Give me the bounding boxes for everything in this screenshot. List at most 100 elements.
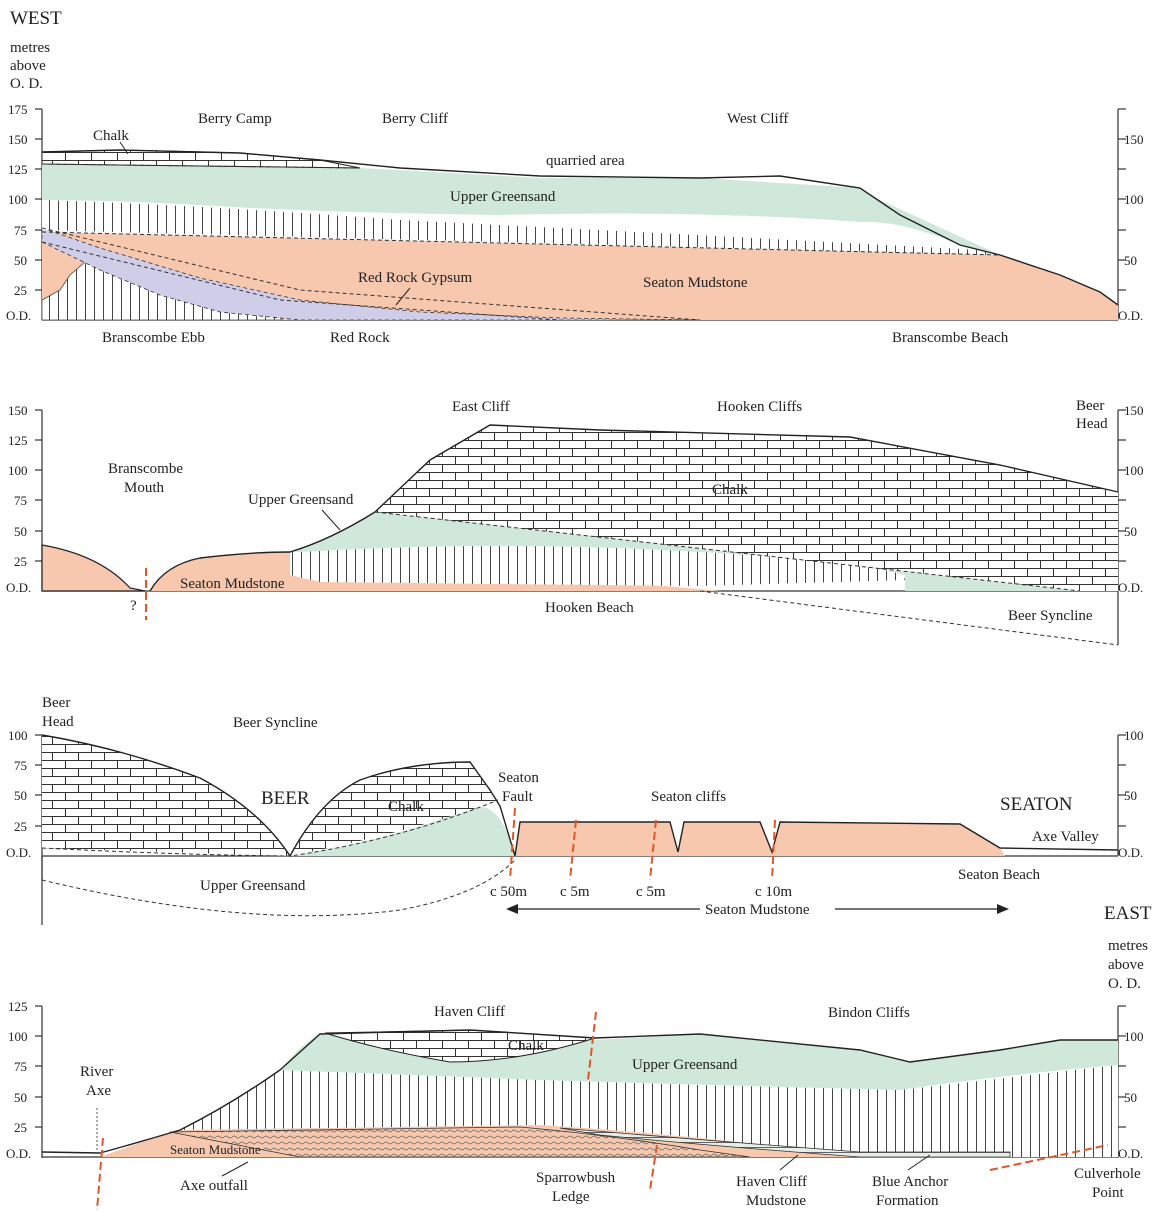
p4-rtick-50: 50: [1124, 1090, 1137, 1105]
p2-branscombe-mouth-2: Mouth: [124, 480, 165, 496]
p3-seaton-fault: [509, 807, 516, 881]
panel1-right-ticks: 150 100 50 O.D.: [1118, 108, 1144, 323]
p3-rtick-50: 50: [1124, 788, 1137, 803]
p2-tick-25: 25: [14, 554, 27, 569]
p4-sparrowbush-1: Sparrowbush: [536, 1170, 616, 1186]
p4-tick-125: 125: [8, 999, 28, 1014]
p4-rtick-od: O.D.: [1118, 1146, 1143, 1161]
p1-gypsum-pointer: [395, 287, 411, 306]
p3-beer-head-2: Head: [42, 714, 74, 730]
p3-chalk-east: [290, 762, 498, 856]
p4-unit-2: above: [1108, 957, 1144, 973]
p1-gypsum-top: [41, 227, 701, 321]
p1-tick-od: O.D.: [6, 308, 31, 323]
p1-chalk-pointer: [119, 141, 129, 155]
p1-red-rock-gypsum-label: Red Rock Gypsum: [358, 270, 472, 286]
panel-2: 150 125 100 75 50 25 O.D. 150 100 50 O.D…: [6, 398, 1144, 646]
p3-seaton-mudstone: Seaton Mudstone: [705, 902, 810, 918]
p4-axe-outfall: Axe outfall: [180, 1178, 248, 1194]
p4-haven-cliff: Haven Cliff: [434, 1004, 505, 1020]
p4-greensand-lower: [180, 1065, 1118, 1157]
p1-west-cliff: West Cliff: [727, 111, 788, 127]
p3-axe-valley: Axe Valley: [1032, 829, 1099, 845]
p4-tick-50: 50: [14, 1090, 27, 1105]
p4-haven-cliff-mudstone: [169, 1126, 751, 1158]
p1-tick-150: 150: [8, 132, 28, 147]
panel-1: 175 150 125 100 75 50 25 O.D. 150 100 50…: [6, 102, 1144, 346]
panel4-left-ticks: 125 100 75 50 25 O.D.: [6, 999, 42, 1161]
axis-unit-line3: O. D.: [10, 76, 43, 92]
p4-culverhole-2: Point: [1092, 1185, 1125, 1201]
p2-tick-75: 75: [14, 493, 27, 508]
p3-beer-head-1: Beer: [42, 695, 70, 711]
panel3-right-ticks: 100 50 O.D.: [1118, 728, 1144, 860]
p2-chalk-base: [374, 511, 1081, 592]
p1-rtick-150: 150: [1124, 132, 1144, 147]
p3-chalk-label: Chalk: [388, 799, 424, 815]
axis-unit-line2: above: [10, 58, 46, 74]
p2-upper-greensand-label: Upper Greensand: [248, 492, 354, 508]
p1-upper-greensand: [42, 162, 1000, 255]
p3-seaton-fault-2: Fault: [502, 789, 534, 805]
p2-chalk: [375, 425, 1118, 591]
p2-beer-head-2: Head: [1076, 416, 1108, 432]
p4-blue-anchor-formation: [559, 1127, 1011, 1158]
p3-upper-greensand: Upper Greensand: [200, 878, 306, 894]
p4-fault-culverhole: [989, 1144, 1109, 1171]
p3-greensand-wedge: [290, 806, 515, 856]
p4-unit-3: O. D.: [1108, 976, 1141, 992]
p4-haven-mudstone-1: Haven Cliff: [736, 1174, 807, 1190]
p4-blue-anchor-pointer: [907, 1154, 931, 1171]
p2-hooken-cliffs: Hooken Cliffs: [717, 399, 802, 415]
p3-beer: BEER: [261, 788, 310, 809]
p2-beer-head-1: Beer: [1076, 398, 1104, 414]
p4-river-axe-1: River: [80, 1064, 113, 1080]
p1-tick-25: 25: [14, 283, 27, 298]
p1-tick-50: 50: [14, 253, 27, 268]
p4-culverhole-1: Culverhole: [1074, 1166, 1141, 1182]
east-label: EAST: [1104, 903, 1152, 924]
p4-rtick-100: 100: [1124, 1029, 1144, 1044]
p1-tick-175: 175: [8, 102, 28, 117]
p3-rtick-od: O.D.: [1118, 845, 1143, 860]
p3-throw-2: c 5m: [560, 884, 590, 900]
p2-tick-50: 50: [14, 524, 27, 539]
p3-fault-3: [649, 819, 657, 881]
p1-red-rock: Red Rock: [330, 330, 390, 346]
p4-bindon-cliffs: Bindon Cliffs: [828, 1005, 910, 1021]
p2-upper-greensand: [290, 512, 1080, 591]
p4-sparrowbush-2: Ledge: [552, 1189, 590, 1205]
p3-fault-4: [771, 819, 776, 881]
p3-tick-75: 75: [14, 758, 27, 773]
p1-branscombe-beach: Branscombe Beach: [892, 330, 1009, 346]
p4-haven-mudstone-2: Mudstone: [746, 1193, 806, 1209]
p3-fault-2: [569, 819, 577, 881]
p2-rtick-od: O.D.: [1118, 580, 1143, 595]
p2-chalk-label: Chalk: [712, 482, 748, 498]
p3-tick-od: O.D.: [6, 845, 31, 860]
p4-upper-greensand-label: Upper Greensand: [632, 1057, 738, 1073]
panel3-left-ticks: 100 75 50 25 O.D.: [6, 728, 42, 860]
p3-greensand-base: [41, 859, 516, 917]
p3-throw-4: c 10m: [755, 884, 792, 900]
p2-east-cliff: East Cliff: [452, 399, 510, 415]
p1-berry-camp: Berry Camp: [198, 111, 272, 127]
p2-beer-syncline: Beer Syncline: [1008, 608, 1093, 624]
p1-seaton-mudstone: [42, 232, 1118, 320]
p3-seaton-cliffs: Seaton cliffs: [651, 789, 726, 805]
p1-chalk-label: Chalk: [93, 128, 129, 144]
p1-tick-100: 100: [8, 192, 28, 207]
p3-mudstone-extent-arrow: [506, 904, 1009, 914]
p4-tick-od: O.D.: [6, 1146, 31, 1161]
p1-tick-125: 125: [8, 162, 28, 177]
p2-fault-query: ?: [130, 598, 137, 614]
p1-berry-cliff: Berry Cliff: [382, 111, 448, 127]
p4-seaton-mudstone-label: Seaton Mudstone: [170, 1142, 261, 1157]
p2-tick-od: O.D.: [6, 580, 31, 595]
p3-tick-100: 100: [8, 728, 28, 743]
p4-haven-mudstone-pointer: [779, 1154, 799, 1171]
p3-rtick-100: 100: [1124, 728, 1144, 743]
p3-throw-3: c 5m: [636, 884, 666, 900]
p4-river-axe-2: Axe: [86, 1083, 111, 1099]
